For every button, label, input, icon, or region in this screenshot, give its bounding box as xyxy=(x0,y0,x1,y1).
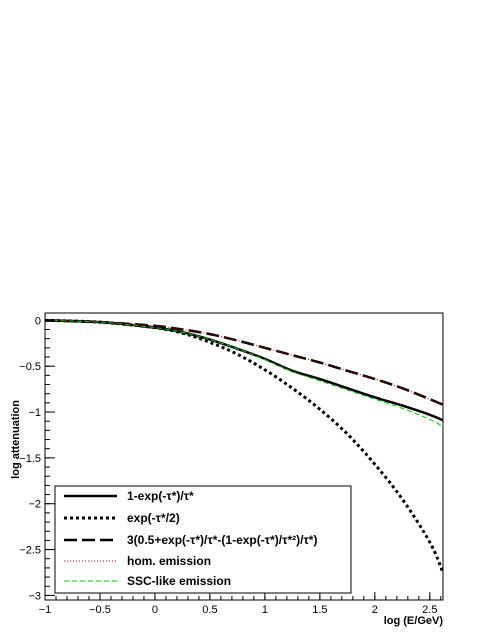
x-axis-title: log (E/GeV) xyxy=(384,615,444,627)
series-line-4 xyxy=(44,319,444,428)
x-tick-label: 1 xyxy=(262,604,268,616)
y-tick-label: −2.5 xyxy=(19,545,41,557)
series-line-3 xyxy=(44,319,444,406)
x-tick-label: 2 xyxy=(372,604,378,616)
y-tick-label: −1 xyxy=(28,407,41,419)
series-line-1 xyxy=(44,318,445,574)
plot-area xyxy=(44,312,444,601)
y-tick-label: −2 xyxy=(28,499,41,511)
x-tick-label: 0 xyxy=(152,604,158,616)
legend-label: 3(0.5+exp(-τ*)/τ*-(1-exp(-τ*)/τ*²)/τ*) xyxy=(127,533,317,547)
y-axis-title: log attenuation xyxy=(10,400,22,479)
legend-label: 1-exp(-τ*)/τ* xyxy=(127,489,194,503)
y-tick-label: −3 xyxy=(28,590,41,602)
y-axis: 0 −0.5 −1 −1.5 −2 −2.5 −3 xyxy=(19,315,55,602)
plot-frame xyxy=(44,312,444,601)
x-tick-label: −0.5 xyxy=(89,604,111,616)
legend: 1-exp(-τ*)/τ* exp(-τ*/2) 3(0.5+exp(-τ*)/τ*… xyxy=(54,485,352,594)
legend-label: SSC-like emission xyxy=(127,574,231,588)
series-layer xyxy=(44,318,445,574)
x-tick-label: 0.5 xyxy=(202,604,217,616)
x-tick-label: 1.5 xyxy=(312,604,327,616)
x-tick-label: −1 xyxy=(39,604,52,616)
legend-label: exp(-τ*/2) xyxy=(127,511,180,525)
x-tick-label: 2.5 xyxy=(422,604,437,616)
y-tick-label: −1.5 xyxy=(19,453,41,465)
y-tick-label: −0.5 xyxy=(19,361,41,373)
x-axis: −1 −0.5 0 0.5 1 1.5 2 2.5 xyxy=(39,592,442,616)
y-tick-label: 0 xyxy=(35,315,41,327)
legend-label: hom. emission xyxy=(127,554,211,568)
